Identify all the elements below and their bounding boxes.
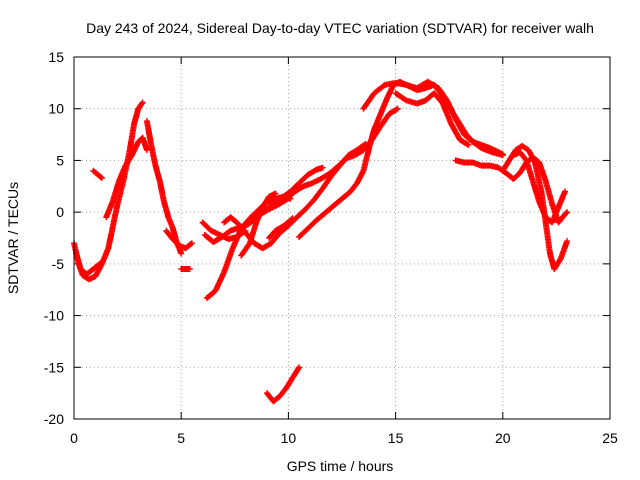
data-track: [143, 118, 185, 257]
y-tick-label: 0: [56, 204, 64, 220]
data-track: [73, 250, 103, 278]
data-point-markers: [71, 99, 146, 283]
x-tick-label: 5: [177, 430, 185, 446]
data-track: [266, 215, 296, 241]
data-point-markers: [178, 266, 193, 272]
data-point-markers: [360, 78, 506, 159]
data-track: [71, 99, 146, 283]
data-point-markers: [103, 134, 150, 221]
data-track: [264, 364, 303, 405]
data-point-markers: [266, 215, 296, 241]
axis-ticks: 0 5 10 15 20 25 -20 -15 -10 -5 0 5 10 15: [44, 49, 618, 446]
y-tick-label: -15: [44, 359, 64, 375]
data-track: [178, 266, 193, 272]
data-track: [103, 134, 150, 221]
y-tick-label: 15: [48, 49, 64, 65]
y-tick-label: -5: [52, 256, 65, 272]
plot-frame: [73, 56, 611, 420]
x-axis-label: GPS time / hours: [287, 458, 394, 474]
data-point-markers: [510, 149, 568, 226]
y-tick-label: -10: [44, 308, 64, 324]
plot-points: [71, 78, 571, 405]
data-point-markers: [163, 227, 195, 252]
y-tick-label: 10: [48, 101, 64, 117]
chart-title: Day 243 of 2024, Sidereal Day-to-day VTE…: [86, 20, 594, 36]
y-axis-label: SDTVAR / TECUs: [5, 182, 21, 294]
data-track: [90, 167, 105, 181]
data-track: [510, 149, 568, 226]
x-tick-label: 25: [602, 430, 618, 446]
grid-lines: [74, 57, 610, 419]
data-point-markers: [264, 364, 303, 405]
x-tick-label: 20: [495, 430, 511, 446]
x-tick-label: 15: [388, 430, 404, 446]
data-point-markers: [392, 90, 472, 148]
data-track: [392, 90, 472, 148]
y-tick-label: 5: [56, 152, 64, 168]
data-point-markers: [296, 78, 506, 240]
data-point-markers: [73, 250, 103, 278]
y-tick-label: -20: [44, 411, 64, 427]
data-track: [360, 78, 506, 159]
data-point-markers: [143, 118, 185, 257]
data-track: [296, 78, 506, 240]
x-tick-label: 0: [70, 430, 78, 446]
data-point-markers: [90, 167, 105, 181]
data-track: [163, 227, 195, 252]
x-tick-label: 10: [281, 430, 297, 446]
